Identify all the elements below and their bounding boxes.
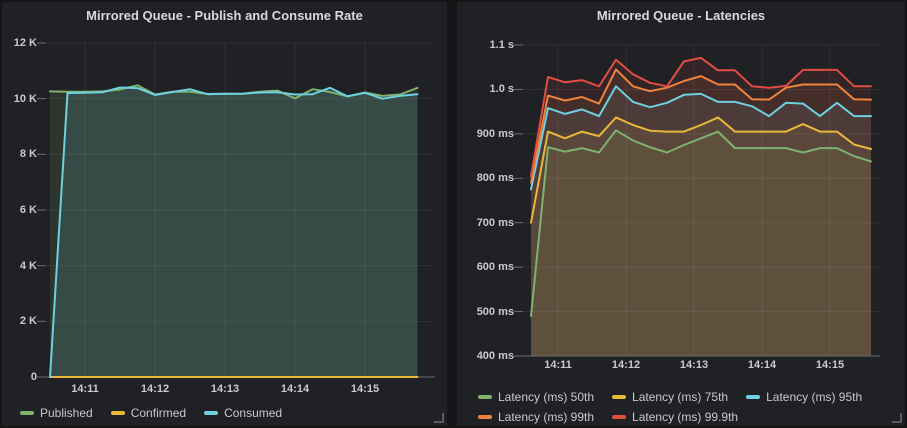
series-line-consumed: [49, 86, 419, 378]
y-axis-label: 2 K: [19, 315, 37, 328]
legend-color-chip: [612, 415, 627, 419]
panel-latencies: Mirrored Queue - Latencies 1.1 s 1.0 s 900…: [457, 2, 905, 426]
legend-color-chip: [20, 411, 34, 415]
panel-title[interactable]: Mirrored Queue - Publish and Consume Rat…: [86, 8, 363, 23]
y-axis-label: 600 ms: [476, 261, 514, 274]
series-fill-latency-ms-95th: [531, 86, 871, 357]
legend-color-chip: [612, 395, 627, 399]
x-axis-label: 14:15: [815, 359, 845, 371]
legend-item-latency-ms-95th[interactable]: Latency (ms) 95th: [746, 389, 862, 405]
y-axis-label: 4 K: [19, 259, 37, 272]
legend-color-chip: [478, 395, 492, 399]
legend-color-chip: [110, 411, 125, 415]
legend-label: Published: [40, 406, 93, 420]
x-axis-label: 14:13: [679, 359, 709, 371]
series-fill-latency-ms-99th: [531, 69, 871, 357]
series-fill-latency-ms-50th: [531, 130, 871, 356]
x-axis-label: 14:14: [280, 383, 310, 395]
legend-label: Latency (ms) 95th: [766, 390, 863, 404]
legend-item-latency-ms-50th[interactable]: Latency (ms) 50th: [478, 389, 594, 405]
panel-publish-consume-rate: Mirrored Queue - Publish and Consume Rat…: [2, 2, 447, 426]
y-axis-label: 400 ms: [476, 350, 514, 362]
x-axis-label: 14:12: [611, 359, 641, 371]
y-axis-label: 10 K: [13, 92, 37, 105]
legend-label: Latency (ms) 50th: [498, 390, 595, 404]
y-axis-label: 700 ms: [476, 216, 514, 229]
series-fill-latency-ms-75th: [531, 117, 871, 357]
legend-item-latency-ms-99th[interactable]: Latency (ms) 99th: [478, 409, 594, 425]
y-axis-label: 900 ms: [476, 127, 514, 140]
legend-item-published[interactable]: Published: [20, 405, 93, 421]
legend-label: Latency (ms) 75th: [632, 390, 729, 404]
series-line-latency-ms-99th: [530, 68, 872, 184]
series-line-latency-ms-99-9th: [530, 56, 872, 178]
legend-item-latency-ms-99-9th[interactable]: Latency (ms) 99.9th: [612, 409, 738, 425]
panel-resize-handle[interactable]: [434, 413, 444, 423]
legend-row: Published Confirmed Consumed: [20, 405, 282, 421]
chart-plot-area[interactable]: [37, 42, 435, 378]
legend-item-latency-ms-75th[interactable]: Latency (ms) 75th: [612, 389, 728, 405]
legend-label: Latency (ms) 99.9th: [632, 410, 739, 424]
chart-canvas: [37, 42, 435, 378]
legend-item-confirmed[interactable]: Confirmed: [110, 405, 187, 421]
x-axis-label: 14:14: [747, 359, 777, 371]
x-axis-label: 14:15: [350, 383, 380, 395]
legend-color-chip: [746, 395, 761, 399]
chart-canvas: [514, 44, 880, 357]
y-axis-label: 12 K: [13, 37, 37, 49]
y-axis-label: 500 ms: [476, 305, 514, 318]
legend-label: Confirmed: [130, 406, 187, 420]
series-fill-consumed: [50, 87, 418, 377]
series-line-latency-ms-75th: [530, 116, 872, 224]
legend-label: Latency (ms) 99th: [498, 410, 595, 424]
legend-item-consumed[interactable]: Consumed: [204, 405, 282, 421]
y-axis-label: 1.1 s: [489, 39, 514, 51]
x-axis-label: 14:11: [71, 383, 99, 395]
x-axis-label: 14:11: [544, 359, 572, 371]
chart-plot-area[interactable]: [514, 44, 880, 357]
legend-color-chip: [478, 415, 492, 419]
panel-title[interactable]: Mirrored Queue - Latencies: [596, 8, 766, 23]
panel-resize-handle[interactable]: [892, 413, 902, 423]
series-fill-published: [50, 85, 418, 378]
series-line-latency-ms-50th: [530, 129, 872, 317]
y-axis-label: 6 K: [19, 204, 37, 216]
y-axis-label: 800 ms: [476, 172, 514, 185]
y-axis-label: 0: [30, 371, 37, 383]
legend-row: Latency (ms) 99th Latency (ms) 99.9th: [478, 409, 738, 425]
legend-row: Latency (ms) 50th Latency (ms) 75th Latenc…: [478, 389, 862, 405]
y-axis-label: 8 K: [19, 148, 37, 161]
legend-color-chip: [204, 411, 219, 415]
legend-label: Consumed: [224, 406, 283, 420]
y-axis-label: 1.0 s: [489, 83, 514, 96]
x-axis-label: 14:13: [210, 383, 240, 395]
series-line-latency-ms-95th: [530, 85, 872, 191]
x-axis-label: 14:12: [140, 383, 170, 395]
